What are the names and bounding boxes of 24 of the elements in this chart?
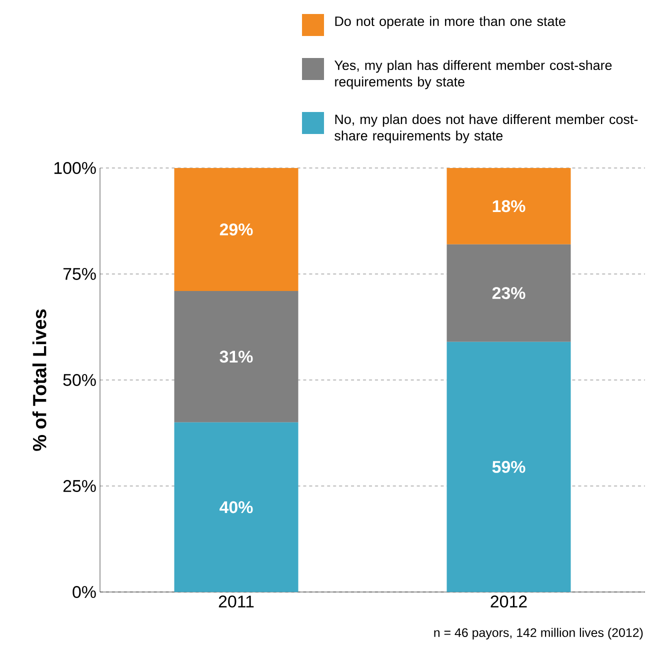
bar: [446, 168, 571, 244]
x-tick-label: 2012: [490, 596, 527, 608]
text: 59%: [492, 460, 526, 473]
bar: [446, 342, 571, 592]
text: 40%: [220, 501, 253, 514]
text: n = 46 payors, 142 million lives (2012): [434, 628, 643, 640]
y-tick-label: 0%: [72, 586, 96, 598]
y-axis-title: % of Total Lives: [32, 309, 46, 451]
bar: [174, 422, 298, 592]
text: 31%: [220, 350, 253, 363]
text: 23%: [492, 287, 526, 300]
legend-label: Do not operate in more than one state: [335, 16, 566, 29]
y-tick-label: 25%: [63, 480, 96, 492]
text: 29%: [220, 223, 253, 236]
legend-label: Yes, my plan has different member cost-share requirements by state: [334, 60, 612, 90]
bar: [174, 290, 298, 422]
x-tick-label: 2011: [218, 596, 254, 608]
bar: [446, 244, 571, 342]
y-tick-label: 50%: [63, 374, 96, 386]
y-tick-label: 100%: [54, 162, 96, 174]
bar: [174, 168, 298, 291]
legend-label: No, my plan does not have different member cost-share requirements by state: [334, 114, 638, 144]
text: 18%: [492, 200, 526, 212]
y-tick-label: 75%: [63, 268, 96, 280]
